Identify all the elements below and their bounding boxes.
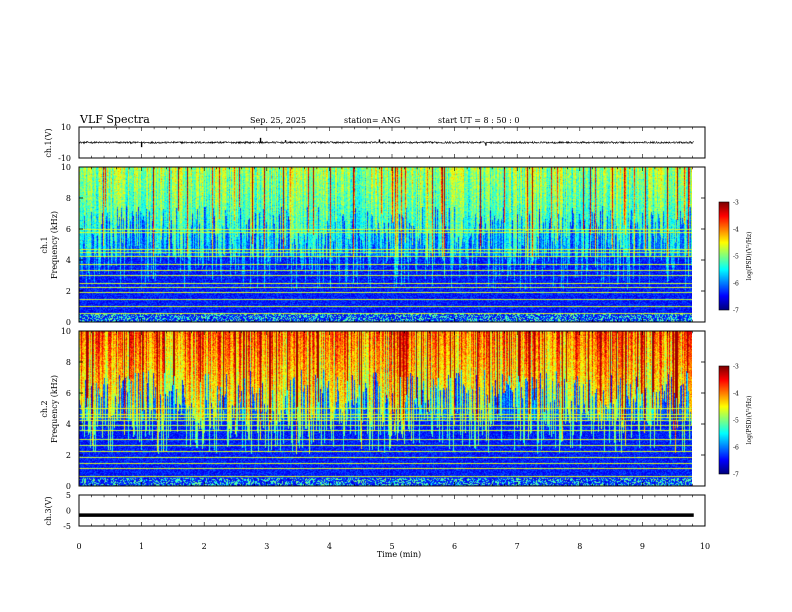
ytick-label: 4 — [66, 256, 71, 265]
ch1-spectrogram-image — [79, 167, 692, 322]
colorbar-tick-label: -3 — [733, 364, 739, 371]
colorbar-tick-label: -7 — [733, 472, 739, 479]
ch2-spectrogram-channel-label: ch.2 — [40, 400, 49, 417]
ytick-label: 0 — [66, 318, 71, 327]
ch2-spectrogram-image — [79, 331, 692, 486]
ch1-colorbar — [719, 202, 729, 310]
colorbar-tick-label: -5 — [733, 254, 739, 261]
xtick-label: 1 — [139, 542, 144, 551]
xtick-label: 4 — [327, 542, 332, 551]
xtick-label: 3 — [264, 542, 269, 551]
ytick-label: 2 — [66, 287, 71, 296]
ytick-label: 8 — [66, 358, 71, 367]
ch1-waveform-panel: 10 -10 ch.1(V) — [44, 123, 706, 163]
colorbar-tick-label: -7 — [733, 308, 739, 315]
colorbar-tick-label: -6 — [733, 445, 739, 452]
xtick-label: 10 — [700, 542, 710, 551]
ch1-spectrogram-channel-label: ch.1 — [40, 236, 49, 253]
ch2-colorbar-frame — [718, 365, 730, 475]
xtick-label: 2 — [202, 542, 207, 551]
figure-date: Sep. 25, 2025 — [250, 116, 306, 125]
ch3-ytick-label: 0 — [66, 507, 71, 516]
ch1-waveform-trace — [78, 137, 694, 148]
xtick-label: 8 — [577, 542, 582, 551]
xtick-label: 9 — [640, 542, 645, 551]
ch2-colorbar-label: log(PSD)(V²/Hz) — [746, 396, 753, 445]
xtick-label: 7 — [515, 542, 520, 551]
colorbar-tick-label: -4 — [733, 391, 739, 398]
ytick-label: 4 — [66, 420, 71, 429]
ch3-ytick-label: -5 — [63, 522, 71, 531]
ch3-waveform-frame — [78, 494, 706, 527]
ch1-waveform-ylabel: ch.1(V) — [44, 128, 53, 157]
ch2-colorbar — [719, 366, 729, 474]
ytick-label: 6 — [66, 389, 71, 398]
ytick-label: 6 — [66, 225, 71, 234]
ch1-spectrogram-ylabel: Frequency (kHz) — [50, 211, 59, 279]
colorbar-tick-label: -4 — [733, 227, 739, 234]
colorbar-tick-label: -6 — [733, 281, 739, 288]
ytick-label: 2 — [66, 451, 71, 460]
xtick-label: 6 — [452, 542, 457, 551]
ytick-label: 8 — [66, 194, 71, 203]
figure-station: station= ANG — [344, 116, 400, 125]
ytick-label: 10 — [61, 327, 71, 336]
xtick-label: 0 — [76, 542, 81, 551]
figure-title: VLF Spectra — [79, 113, 150, 126]
ch1-waveform-line — [78, 140, 694, 145]
ch1-colorbar-frame — [718, 201, 730, 311]
colorbar-tick-label: -5 — [733, 418, 739, 425]
figure-start-time: start UT = 8 : 50 : 0 — [438, 116, 519, 125]
ch1-waveform-ytick-bottom: -10 — [58, 154, 71, 163]
ch3-ytick-label: 5 — [66, 491, 71, 500]
ch3-waveform-panel: 50-5 ch.3(V) 0 1 2 3 4 5 6 7 8 9 10 Time (min) — [44, 127, 710, 559]
ch1-waveform-ytick-top: 10 — [61, 123, 71, 132]
colorbar-tick-label: -3 — [733, 200, 739, 207]
ytick-label: 10 — [61, 163, 71, 172]
x-axis-label: Time (min) — [377, 550, 421, 559]
ch3-waveform-ylabel: ch.3(V) — [44, 496, 53, 525]
ch1-colorbar-label: log(PSD)(V²/Hz) — [746, 232, 753, 281]
ytick-label: 0 — [66, 482, 71, 491]
xtick-label: 5 — [389, 542, 394, 551]
ch2-spectrogram-ylabel: Frequency (kHz) — [50, 375, 59, 443]
